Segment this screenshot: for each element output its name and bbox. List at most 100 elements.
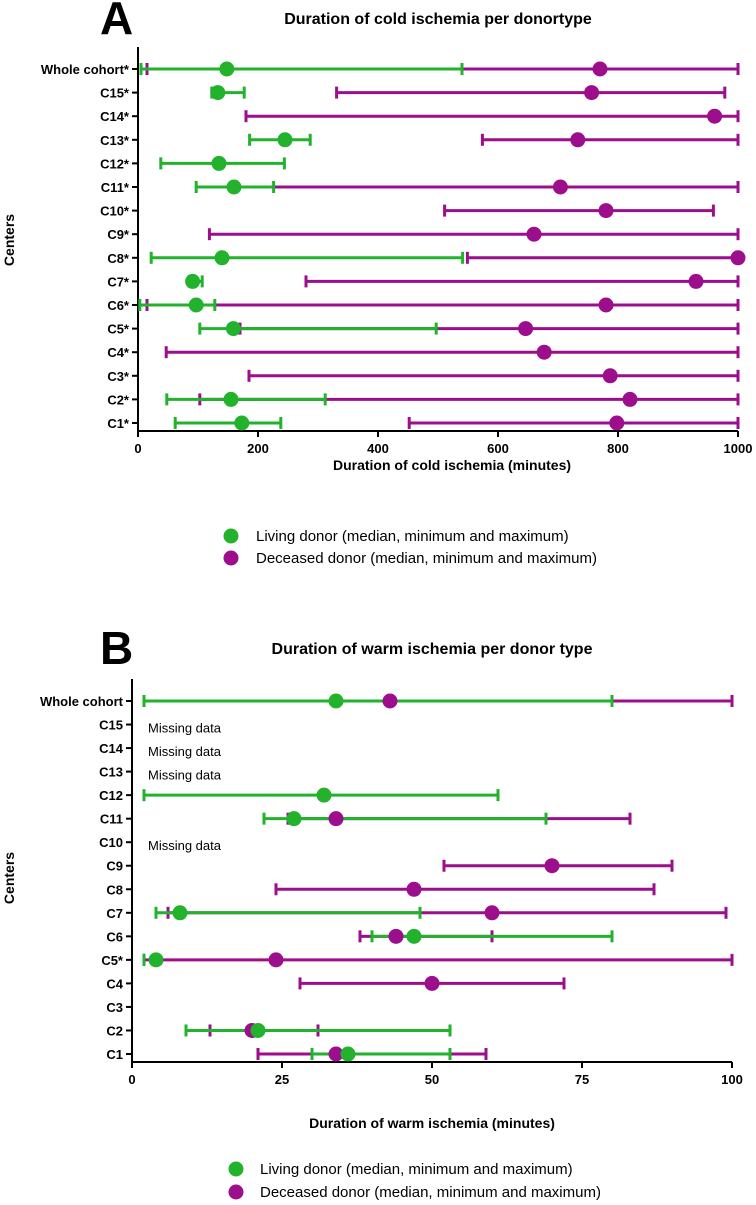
panel-b-deceased-median (406, 881, 422, 897)
legend-a-deceased-marker (223, 550, 239, 566)
panel-a-x-tick-label: 200 (247, 441, 269, 456)
panel-b-category-label: C6 (106, 929, 123, 944)
panel-a-category-label: C7* (107, 274, 130, 289)
panel-a-category-label: C15* (100, 86, 130, 101)
panel-b-category-label: C4 (106, 976, 123, 991)
panel-b-x-tick-label: 25 (275, 1072, 289, 1087)
panel-a-deceased-median (730, 250, 746, 266)
panel-a-category-label: C3* (107, 369, 130, 384)
panel-b-category-label: C9 (106, 859, 123, 874)
panel-a-category-label: C14* (100, 109, 130, 124)
panel-a-living-median (234, 415, 250, 431)
legend-a-living-marker (223, 528, 239, 544)
legend-b-living-marker (228, 1161, 244, 1177)
panel-b-deceased-median (328, 811, 344, 827)
panel-b-x-tick-label: 0 (128, 1072, 135, 1087)
panel-b-xlabel: Duration of warm ischemia (minutes) (309, 1115, 555, 1131)
panel-b-x-tick-label: 75 (575, 1072, 589, 1087)
panel-b-category-label: C13 (99, 765, 123, 780)
panel-a-living-median (188, 297, 204, 313)
panel-a-deceased-median (570, 132, 586, 148)
panel-a-living-median (226, 179, 242, 195)
panel-b-category-label: C8 (106, 882, 123, 897)
panel-a-living-median (185, 273, 201, 289)
panel-a-category-label: C1* (107, 416, 130, 431)
panel-a-living-median (219, 61, 235, 77)
panel-b-category-label: C14 (99, 741, 124, 756)
panel-a-ylabel: Centers (1, 214, 17, 266)
panel-b-ylabel: Centers (1, 852, 17, 904)
panel-a-living-median (223, 391, 239, 407)
panel-b-deceased-median (388, 928, 404, 944)
panel-a-category-label: C11* (101, 180, 130, 195)
panel-b-living-median (148, 952, 164, 968)
panel-b-x-tick-label: 100 (721, 1072, 743, 1087)
panel-a-x-tick-label: 800 (607, 441, 629, 456)
panel-b-missing-data-note: Missing data (148, 768, 222, 783)
panel-b-deceased-median (424, 975, 440, 991)
panel-a-living-median (214, 250, 230, 266)
panel-b-living-median (316, 787, 332, 803)
panel-a-legend: Living donor (median, minimum and maximu… (223, 528, 597, 567)
panel-b-category-label: C2 (106, 1023, 123, 1038)
panel-a-deceased-median (584, 85, 600, 101)
panel-a-deceased-median (602, 368, 618, 384)
panel-b-category-label: C15 (99, 718, 123, 733)
panel-b-category-label: C1 (106, 1047, 123, 1062)
panel-a-deceased-median (622, 391, 638, 407)
panel-b-deceased-median (328, 1046, 344, 1062)
panel-b-category-label: C5* (101, 953, 124, 968)
panel-b-deceased-median (382, 693, 398, 709)
panel-a-category-label: C2* (107, 392, 130, 407)
panel-b-missing-data-note: Missing data (148, 838, 222, 853)
panel-a-deceased-median (609, 415, 625, 431)
panel-b-category-label: C7 (106, 906, 123, 921)
panel-a-x-tick-label: 0 (134, 441, 141, 456)
panel-a-category-label: C9* (107, 227, 130, 242)
panel-a-deceased-median (707, 108, 723, 124)
panel-a-xlabel: Duration of cold ischemia (minutes) (333, 457, 571, 473)
panel-a-deceased-median (598, 203, 614, 219)
panel-a-title: Duration of cold ischemia per donortype (284, 11, 592, 28)
panel-b-category-label: Whole cohort (40, 694, 124, 709)
panel-a-x-tick-label: 400 (367, 441, 389, 456)
panel-a-letter: A (100, 0, 133, 44)
legend-a-deceased-label: Deceased donor (median, minimum and maxi… (256, 550, 597, 567)
panel-b-living-median (286, 811, 302, 827)
panel-b-deceased-median (544, 858, 560, 874)
panel-a-deceased-median (688, 273, 704, 289)
panel-a-living-median (210, 85, 226, 101)
panel-b-living-median (250, 1022, 266, 1038)
panel-b-x-tick-label: 50 (425, 1072, 439, 1087)
panel-b-living-median (340, 1046, 356, 1062)
panel-b-title: Duration of warm ischemia per donor type (272, 641, 593, 658)
panel-a-category-label: C8* (107, 251, 130, 266)
panel-b-category-label: C11 (100, 812, 123, 827)
panel-b-plot: 0 25 50 75 100 Whole cohort C15 C14 C13 C12 C11 C10… (40, 679, 743, 1087)
panel-a-category-label: C4* (107, 345, 130, 360)
panel-a-plot: 0 200 400 600 800 1000 Whole cohort* C15* C14* C1… (41, 47, 752, 456)
panel-b-letter: B (100, 622, 133, 674)
panel-a-x-tick-label: 600 (487, 441, 509, 456)
panel-a-deceased-median (536, 344, 552, 360)
panel-a-category-label: C10* (100, 204, 130, 219)
legend-b-deceased-marker (228, 1184, 244, 1200)
panel-a-deceased-median (598, 297, 614, 313)
panel-b-living-median (172, 905, 188, 921)
panel-a-deceased-median (526, 226, 542, 242)
legend-b-living-label: Living donor (median, minimum and maximu… (260, 1161, 573, 1178)
panel-b-deceased-median (268, 952, 284, 968)
panel-a-deceased-median (518, 321, 534, 337)
panel-a-category-label: Whole cohort* (41, 62, 130, 77)
panel-b-category-label: C12 (99, 788, 123, 803)
panel-a-deceased-median (552, 179, 568, 195)
panel-a-deceased-median (592, 61, 608, 77)
panel-a-living-median (225, 321, 241, 337)
panel-a-living-median (277, 132, 293, 148)
panel-b-living-median (406, 928, 422, 944)
panel-a-category-label: C6* (107, 298, 130, 313)
panel-b-missing-data-note: Missing data (148, 721, 222, 736)
legend-b-deceased-label: Deceased donor (median, minimum and maxi… (260, 1184, 601, 1201)
panel-b-category-label: C3 (106, 1000, 123, 1015)
